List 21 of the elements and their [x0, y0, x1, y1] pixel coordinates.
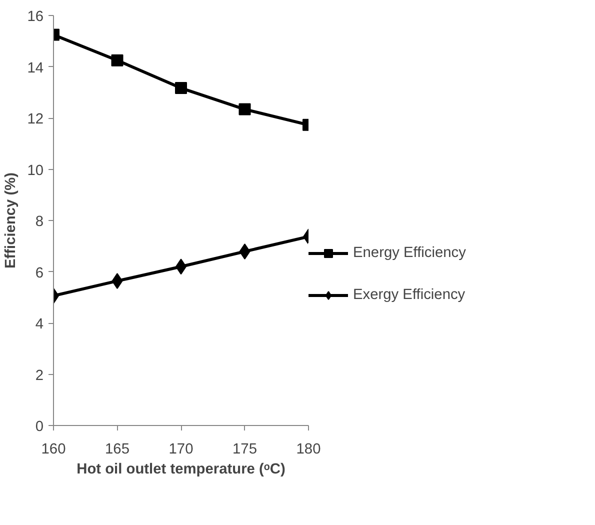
legend-label: Energy Efficiency [353, 245, 467, 261]
y-tick-label: 0 [35, 419, 44, 435]
y-tick-label: 16 [27, 9, 44, 25]
x-tick-label: 180 [296, 442, 321, 458]
x-axis-title: Hot oil outlet temperature (ᵒC) [76, 462, 286, 478]
y-tick-label: 4 [35, 316, 44, 332]
x-tick-label: 165 [105, 442, 130, 458]
legend-label: Exergy Efficiency [353, 287, 466, 303]
y-axis-title: Efficiency (%) [3, 172, 20, 269]
y-tick-label: 14 [27, 60, 44, 76]
x-tick-label: 160 [41, 442, 66, 458]
x-tick-label: 175 [232, 442, 257, 458]
point [175, 82, 187, 94]
x-tick-label: 170 [168, 442, 194, 458]
y-tick-label: 10 [27, 162, 44, 179]
y-tick-label: 6 [35, 265, 44, 282]
y-tick-label: 8 [35, 214, 44, 230]
point [111, 54, 124, 66]
point [238, 103, 251, 116]
y-tick-label: 12 [27, 112, 44, 128]
y-tick-label: 2 [35, 368, 44, 384]
